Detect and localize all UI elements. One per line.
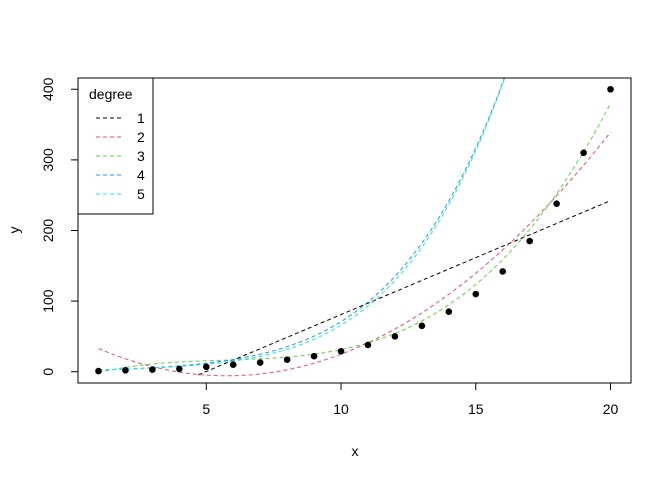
fit-line-degree-2 <box>98 131 611 377</box>
data-point <box>391 333 399 340</box>
data-point <box>418 322 426 330</box>
x-axis: 5 10 15 20 <box>202 382 619 417</box>
data-point <box>337 347 345 355</box>
y-tick-label: 200 <box>40 219 56 243</box>
data-point <box>202 363 210 371</box>
y-axis-title: y <box>6 227 22 234</box>
legend-label-degree-2: 2 <box>137 129 145 145</box>
data-point <box>472 290 480 298</box>
x-tick-label: 15 <box>468 401 484 417</box>
legend-label-degree-1: 1 <box>137 110 145 126</box>
fit-line-degree-1 <box>197 200 611 376</box>
fit-line-degree-5 <box>98 78 506 371</box>
data-point <box>553 200 560 207</box>
data-point <box>445 308 453 316</box>
legend-label-degree-3: 3 <box>137 148 145 164</box>
fit-lines <box>98 78 611 377</box>
legend-title: degree <box>89 86 133 102</box>
data-point <box>310 352 318 360</box>
data-point <box>580 149 587 157</box>
legend: degree 1 2 3 4 5 <box>77 77 154 215</box>
legend-box <box>77 77 154 215</box>
data-point <box>229 361 237 368</box>
legend-label-degree-4: 4 <box>137 167 145 183</box>
data-point <box>364 341 372 349</box>
y-tick-label: 100 <box>40 289 56 313</box>
data-point <box>499 268 507 275</box>
x-tick-label: 10 <box>333 401 349 417</box>
data-point <box>283 356 291 364</box>
fit-line-degree-3 <box>98 103 611 374</box>
data-point <box>526 237 533 245</box>
data-point <box>149 366 156 373</box>
y-tick-label: 300 <box>40 148 56 172</box>
x-axis-title: x <box>352 443 359 459</box>
data-point <box>122 367 129 374</box>
data-point <box>256 359 264 366</box>
y-axis: 0 100 200 300 400 <box>40 77 79 376</box>
data-point <box>607 85 614 93</box>
data-point <box>95 367 102 375</box>
fit-line-degree-4 <box>98 78 505 371</box>
data-points <box>95 85 614 375</box>
y-tick-label: 400 <box>40 77 56 101</box>
plot-frame <box>77 77 632 384</box>
data-point <box>176 365 183 373</box>
y-tick-label: 0 <box>40 368 56 376</box>
x-tick-label: 20 <box>603 401 619 417</box>
x-tick-label: 5 <box>202 401 210 417</box>
legend-label-degree-5: 5 <box>137 186 145 202</box>
